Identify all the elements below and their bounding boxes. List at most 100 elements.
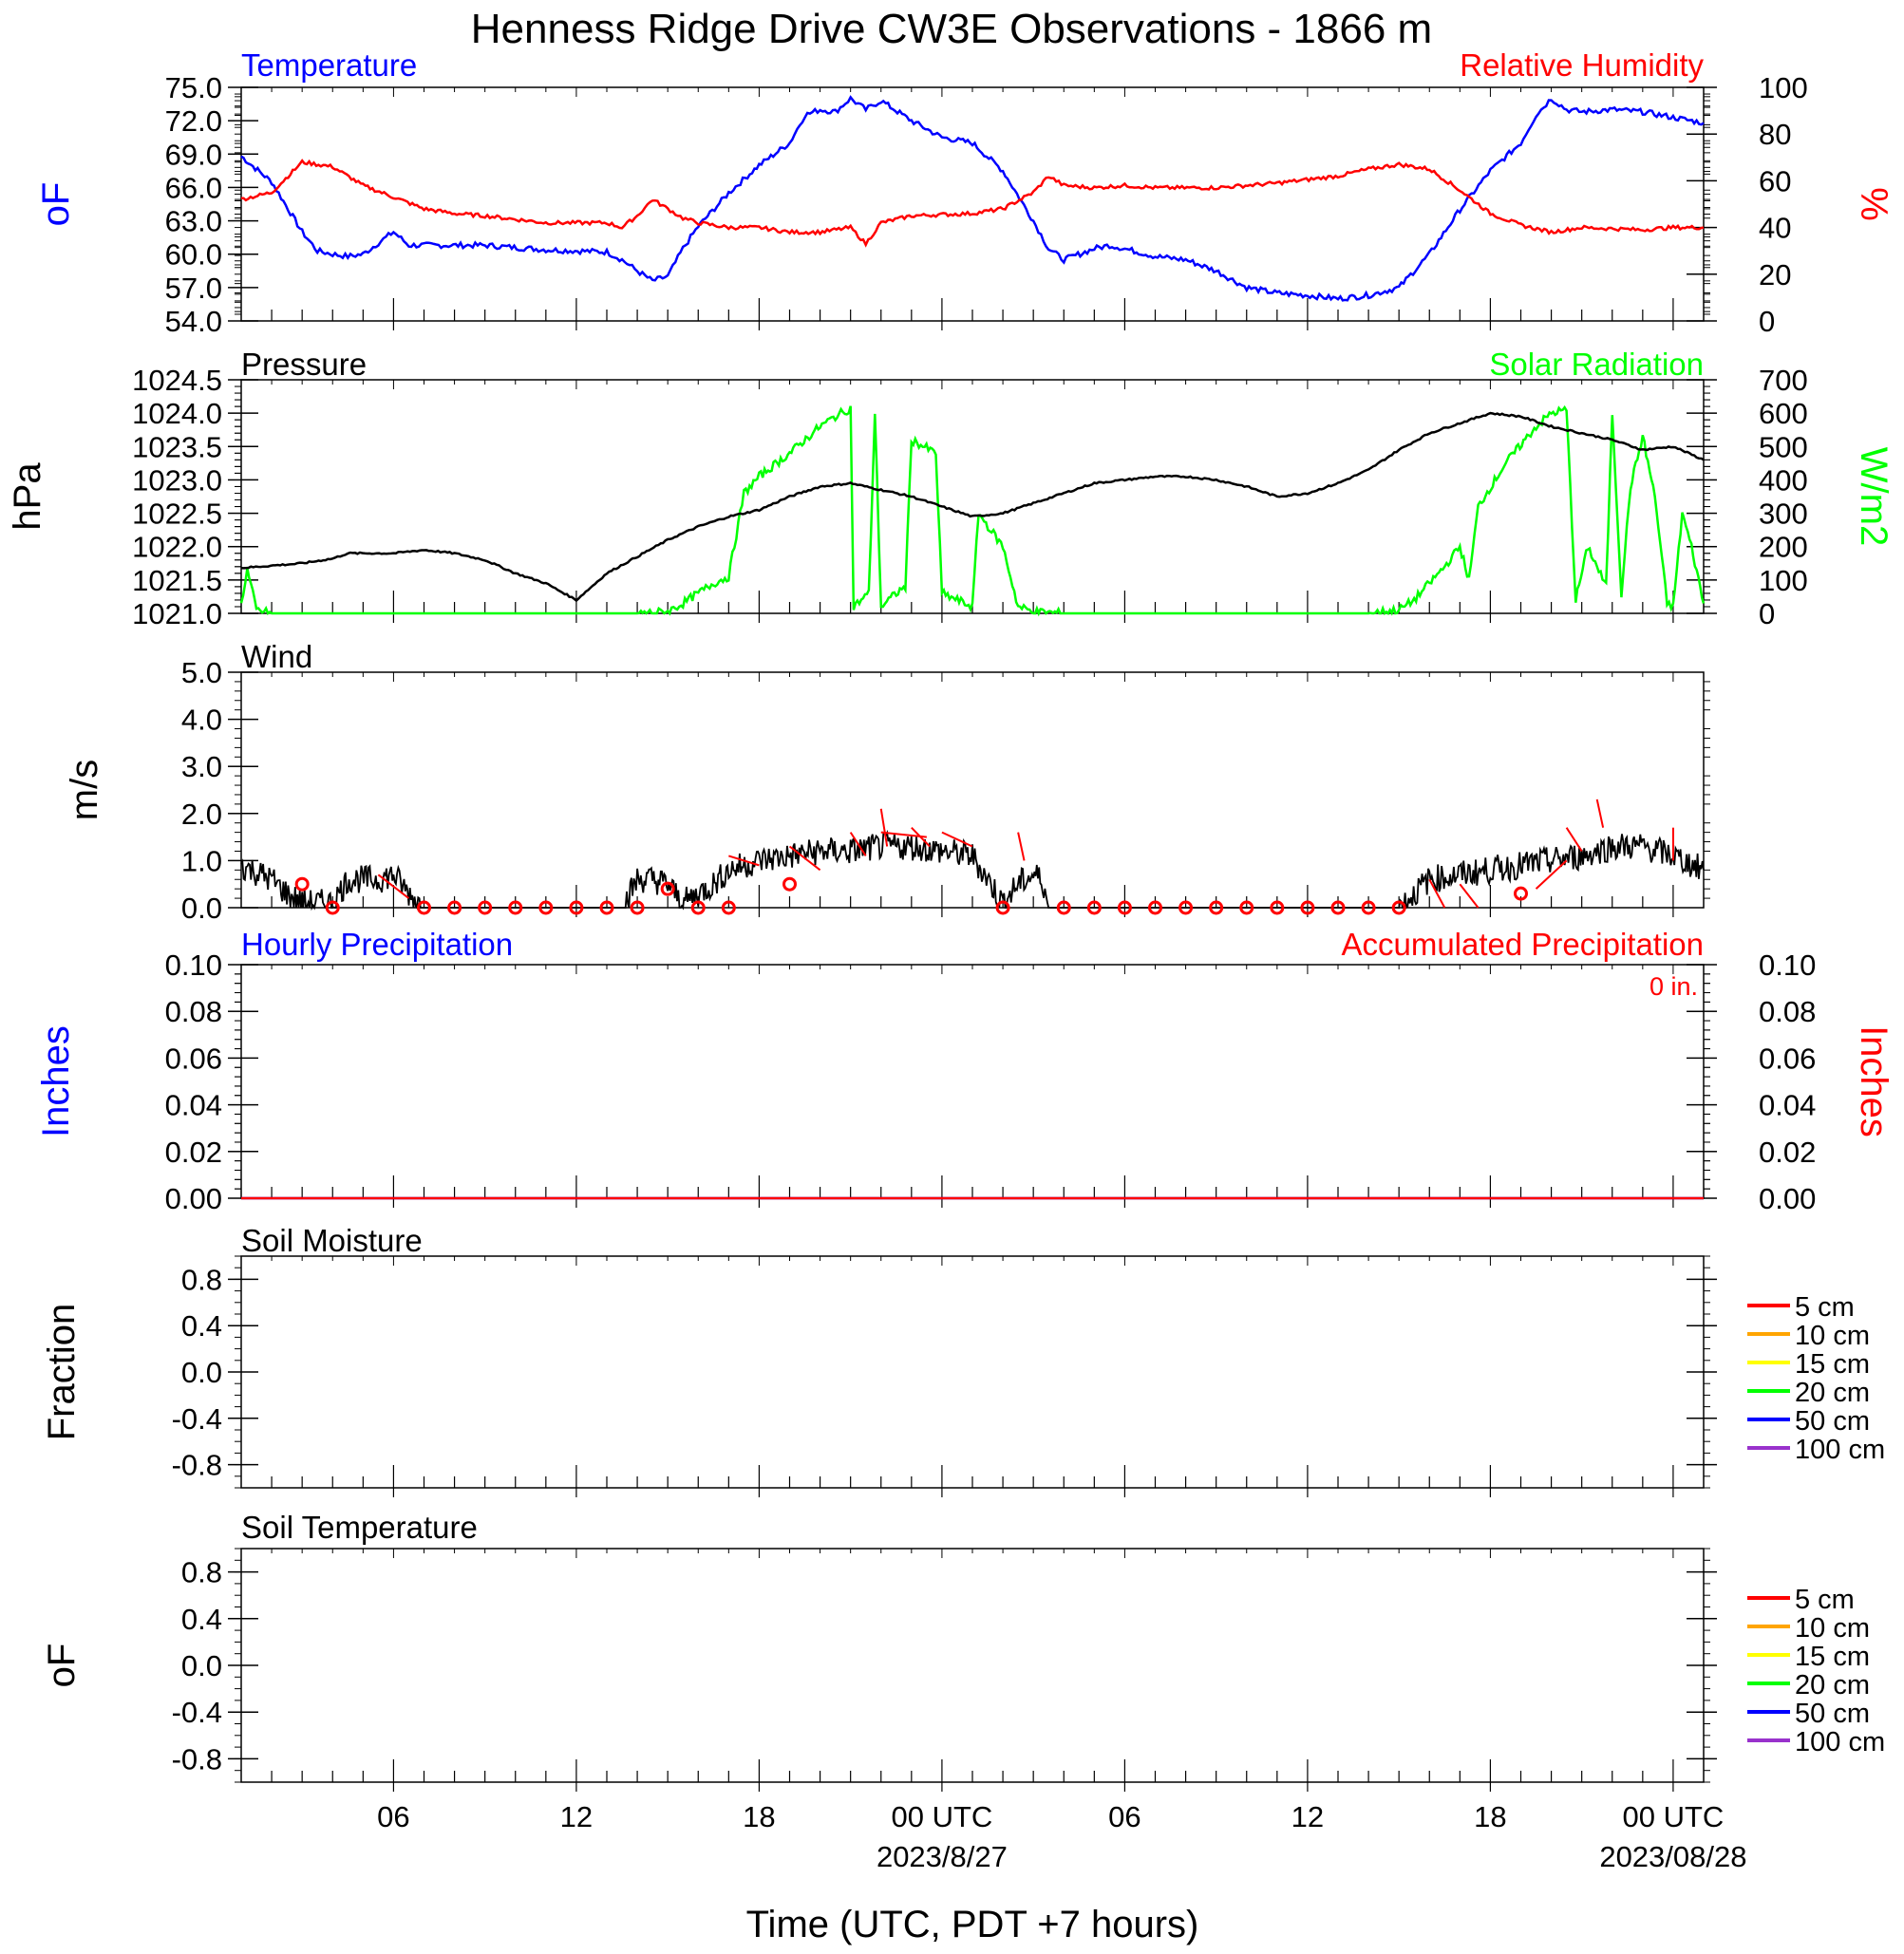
temperature-title: Temperature [241,47,417,83]
y-tick-label: 0.06 [165,1042,222,1075]
y-tick-label: 1022.5 [132,498,222,531]
y-tick-label: -0.8 [172,1742,222,1776]
y-tick-label: 0.10 [165,949,222,982]
y-tick-label: 4.0 [181,704,222,737]
y-tick-label: 0.8 [181,1556,222,1589]
calm-marker [1117,900,1132,915]
temperature-axis-label: oF [35,182,77,227]
y-tick-label: 69.0 [165,138,222,171]
solar-axis-label: W/m2 [1853,447,1895,546]
wind-barb [1595,799,1605,828]
y-tick-label: 100 [1759,564,1808,597]
calm-marker [538,900,554,915]
y-tick-label: 0.00 [165,1182,222,1215]
calm-marker [1514,886,1528,901]
temp-rh-x-ticks [271,87,1674,330]
x-tick-label: 00 UTC [892,1800,993,1833]
x-axis-label: Time (UTC, PDT +7 hours) [746,1904,1199,1945]
y-tick-label: 0 [1759,597,1775,630]
y-tick-label: 60.0 [165,238,222,272]
wind-barb [1535,859,1568,890]
y-tick-label: 72.0 [165,104,222,138]
wind-speed-line [240,829,1705,911]
solar-title: Solar Radiation [1489,347,1704,382]
y-tick-label: 400 [1759,463,1808,497]
accum-precip-tick-labels: 0.10 0.08 0.06 0.04 0.02 0.00 [235,949,1816,1215]
calm-marker [417,900,431,915]
x-tick-label: 06 [1108,1800,1141,1833]
accum-precip-title: Accumulated Precipitation [1341,927,1704,962]
legend-label: 15 cm [1795,1642,1870,1672]
y-tick-label: 0.10 [1759,949,1816,982]
x-tick-label: 18 [743,1800,775,1833]
legend-label: 5 cm [1795,1292,1855,1323]
pressure-solar-x-ticks [271,380,1674,623]
y-tick-label: 60 [1759,164,1791,197]
soil-moisture-axis-label: Fraction [41,1304,83,1441]
calm-marker [660,881,675,896]
soil-temp-panel: Soil Temperature oF 0.8 0.4 0.0 -0.4 -0.8 5 … [41,1510,1885,1792]
y-tick-label: 1021.5 [132,564,222,597]
wind-barb [911,826,931,848]
hourly-precip-axis-label: Inches [35,1025,77,1137]
y-tick-label: 1024.0 [132,397,222,430]
calm-marker [995,900,1010,915]
accum-precip-total: 0 in. [1650,972,1698,1001]
pressure-line [240,411,1705,603]
calm-marker [447,900,462,915]
y-tick-label: 0.08 [1759,995,1816,1028]
soil-moisture-tick-labels: 0.8 0.4 0.0 -0.4 -0.8 [172,1255,1717,1489]
y-tick-label: 5.0 [181,656,222,689]
solar-radiation-line [239,404,1706,617]
calm-marker [325,900,340,915]
y-tick-label: 300 [1759,498,1808,531]
calm-marker [1391,900,1406,915]
wind-barbs [377,799,1674,909]
humidity-title: Relative Humidity [1460,47,1704,83]
calm-marker [1148,900,1162,915]
x-tick-label: 18 [1474,1800,1506,1833]
wind-barb [1017,832,1026,861]
calm-marker [1330,900,1346,915]
y-tick-label: 1023.0 [132,463,222,497]
y-tick-label: -0.4 [172,1402,222,1436]
soil-temp-title: Soil Temperature [241,1510,478,1545]
soil-moisture-frame [240,1255,1705,1489]
y-tick-label: 57.0 [165,272,222,305]
calm-marker [478,900,493,915]
wind-barb [1428,878,1446,909]
y-tick-label: 600 [1759,397,1808,430]
y-tick-label: 66.0 [165,171,222,204]
calm-marker [1239,900,1254,915]
soil-temp-frame [240,1548,1705,1783]
accum-precip-axis-label: Inches [1853,1025,1895,1137]
y-tick-label: 200 [1759,531,1808,564]
legend-label: 100 cm [1795,1727,1885,1757]
y-tick-label: 0 [1759,305,1775,338]
y-tick-label: 100 [1759,71,1808,104]
y-tick-label: 0.0 [181,1356,222,1389]
y-tick-label: 0.4 [181,1603,222,1636]
pressure-axis-label: hPa [7,462,48,531]
calm-marker [630,900,645,915]
y-tick-label: 0.02 [165,1136,222,1169]
y-tick-label: 40 [1759,212,1791,245]
y-tick-label: 0.0 [181,1649,222,1682]
x-axis-tick-labels: 06 12 18 00 UTC 2023/8/27 06 12 18 00 UTC 2023/08… [377,1800,1746,1873]
soil-moisture-x-ticks [271,1256,1674,1497]
x-tick-label: 12 [560,1800,593,1833]
y-tick-label: 0.8 [181,1263,222,1296]
wind-x-ticks [271,672,1674,917]
precip-panel: Hourly Precipitation Accumulated Precipi… [35,927,1895,1215]
pressure-title: Pressure [241,347,367,382]
legend-label: 5 cm [1795,1585,1855,1615]
wind-title: Wind [241,639,312,674]
humidity-line [241,159,1705,248]
y-tick-label: 0.02 [1759,1136,1816,1169]
calm-marker [1270,900,1285,915]
calm-marker [721,900,736,915]
legend-label: 50 cm [1795,1699,1870,1729]
y-tick-label: 700 [1759,364,1808,397]
y-tick-label: 1022.0 [132,531,222,564]
